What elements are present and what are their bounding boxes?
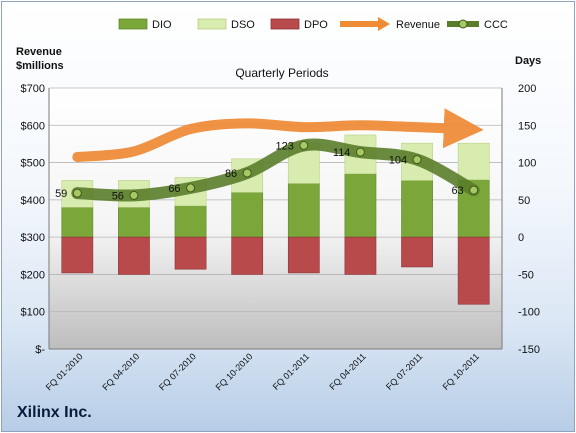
bar-dio: [174, 205, 207, 238]
left-tick-label: $100: [21, 307, 45, 319]
bar-dpo: [457, 236, 490, 305]
ccc-data-label: 86: [225, 168, 237, 180]
left-tick-label: $200: [21, 269, 45, 281]
right-axis-title: Days: [515, 55, 541, 67]
right-tick-label: 0: [518, 232, 524, 244]
left-tick-label: $500: [21, 158, 45, 170]
bar-dpo: [401, 236, 433, 268]
bar-dio: [401, 180, 433, 238]
right-tick-label: 200: [518, 83, 536, 95]
left-tick-label: $700: [21, 83, 45, 95]
right-tick-label: -150: [518, 344, 540, 356]
x-tick-label: FQ 07-2010: [157, 351, 198, 392]
ccc-data-label: 59: [55, 188, 67, 200]
company-name: Xilinx Inc.: [17, 404, 92, 421]
bar-dio: [231, 192, 264, 238]
ccc-point: [129, 190, 139, 200]
x-tick-label: FQ 10-2011: [441, 351, 482, 392]
bar-dpo: [231, 236, 264, 275]
ccc-point: [355, 147, 365, 157]
bar-dpo: [287, 236, 320, 274]
left-axis-title-line1: Revenue: [16, 46, 62, 58]
left-tick-label: $300: [21, 232, 45, 244]
bar-dio: [344, 173, 377, 238]
legend-arrow-icon: [378, 17, 390, 31]
bar-dpo: [174, 236, 207, 270]
bar-dpo: [118, 236, 150, 275]
revenue-line: [72, 108, 484, 162]
bar-dio: [61, 207, 94, 238]
legend-label-dpo: DPO: [304, 19, 328, 31]
ccc-data-label: 66: [168, 183, 180, 195]
x-tick-label: FQ 10-2010: [214, 351, 255, 392]
bar-dpo: [344, 236, 377, 275]
legend-label-ccc: CCC: [484, 19, 508, 31]
ccc-data-label: 63: [451, 185, 463, 197]
legend-swatch-dio: [118, 18, 148, 30]
chart-title: Quarterly Periods: [235, 66, 328, 80]
bar-dso: [457, 142, 490, 181]
bar-dio: [287, 183, 320, 238]
legend-label-revenue: Revenue: [396, 19, 440, 31]
left-axis-title: Revenue $millions: [16, 46, 65, 72]
right-tick-label: 50: [518, 195, 530, 207]
x-tick-label: FQ 01-2010: [44, 351, 85, 392]
legend-swatch-dpo: [270, 18, 300, 30]
ccc-point: [469, 185, 479, 195]
legend-swatch-dso: [197, 18, 227, 30]
ccc-data-label: 56: [112, 190, 124, 202]
bar-dpo: [61, 236, 94, 274]
ccc-data-label: 114: [333, 147, 351, 159]
left-tick-label: $-: [35, 344, 45, 356]
right-tick-label: 100: [518, 158, 536, 170]
x-tick-label: FQ 01-2011: [271, 351, 312, 392]
ccc-point: [242, 168, 252, 178]
right-tick-label: -100: [518, 307, 540, 319]
x-tick-label: FQ 04-2010: [100, 351, 141, 392]
left-tick-label: $400: [21, 195, 45, 207]
ccc-point: [412, 155, 422, 165]
right-tick-label: -50: [518, 269, 534, 281]
left-tick-label: $600: [21, 120, 45, 132]
bar-dio: [118, 207, 150, 238]
ccc-point: [299, 140, 309, 150]
x-tick-label: FQ 07-2011: [384, 351, 425, 392]
ccc-data-label: 104: [389, 155, 407, 167]
ccc-point: [186, 183, 196, 193]
legend-dot-icon: [458, 19, 468, 29]
right-tick-label: 150: [518, 120, 536, 132]
left-axis-title-line2: $millions: [16, 60, 64, 72]
legend-label-dso: DSO: [231, 19, 255, 31]
ccc-data-label: 123: [275, 140, 293, 152]
ccc-point: [72, 188, 82, 198]
legend-label-dio: DIO: [152, 19, 172, 31]
x-tick-label: FQ 04-2011: [327, 351, 368, 392]
